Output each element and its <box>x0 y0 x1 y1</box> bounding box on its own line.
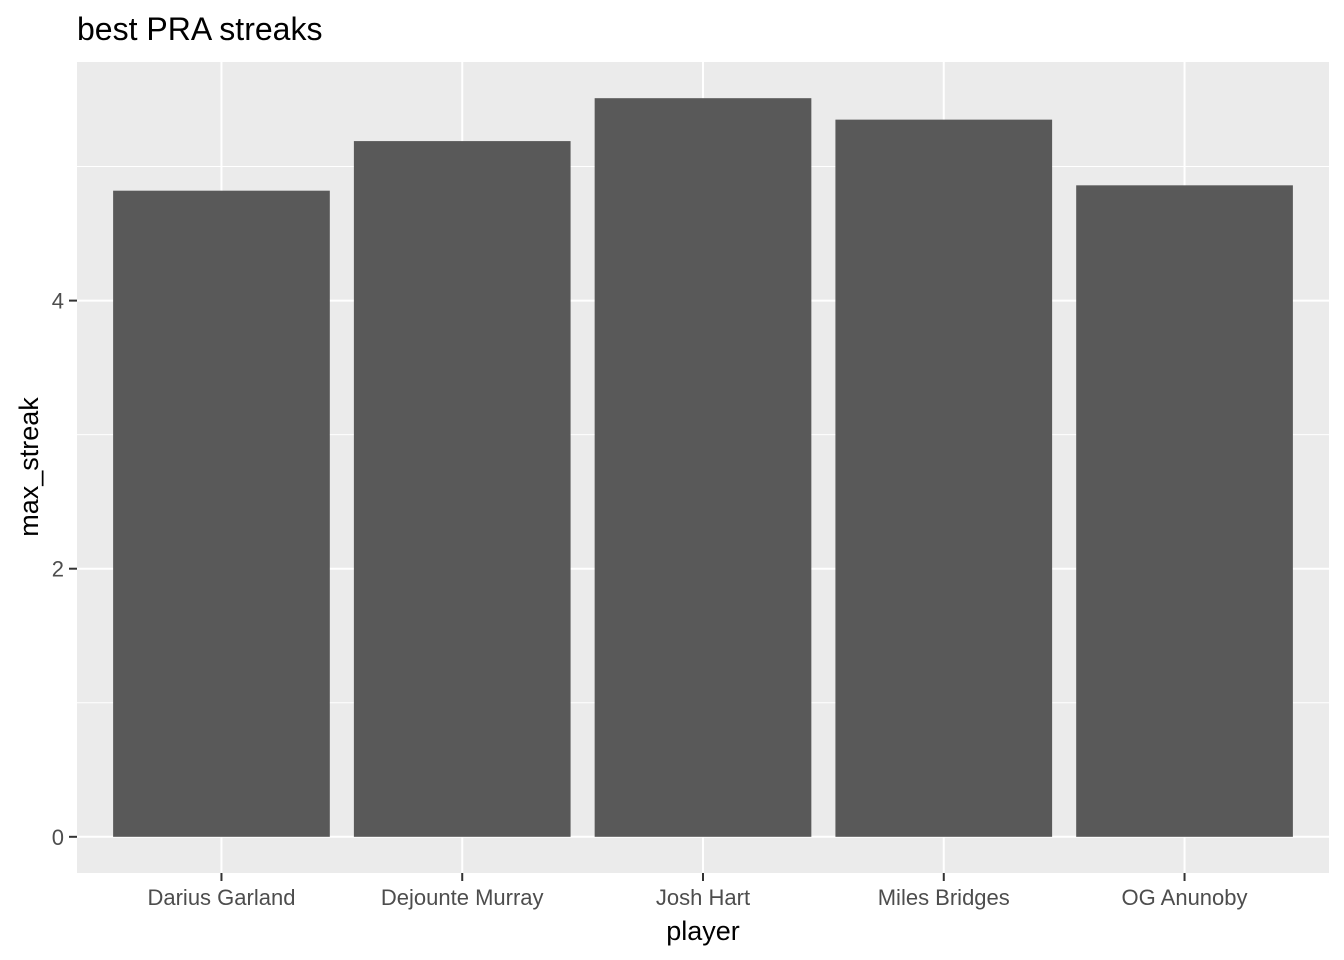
x-tick-label: Josh Hart <box>656 885 750 910</box>
bar <box>835 119 1053 837</box>
x-tick-label: Darius Garland <box>147 885 295 910</box>
x-tick-label: OG Anunoby <box>1122 885 1248 910</box>
axes: 0 2 4 Darius Garland Dejounte Murray Josh Har… <box>52 289 1248 910</box>
y-tick-label: 0 <box>52 825 64 850</box>
bars <box>113 98 1293 837</box>
bar <box>353 141 571 837</box>
y-tick-label: 2 <box>52 557 64 582</box>
bar <box>594 98 812 837</box>
x-axis-title: player <box>666 916 740 946</box>
chart-title: best PRA streaks <box>77 11 322 47</box>
y-tick-label: 4 <box>52 289 64 314</box>
x-tick-label: Dejounte Murray <box>381 885 544 910</box>
bar <box>113 190 330 837</box>
y-axis-title: max_streak <box>14 397 44 537</box>
bar <box>1076 185 1293 837</box>
x-tick-label: Miles Bridges <box>878 885 1010 910</box>
